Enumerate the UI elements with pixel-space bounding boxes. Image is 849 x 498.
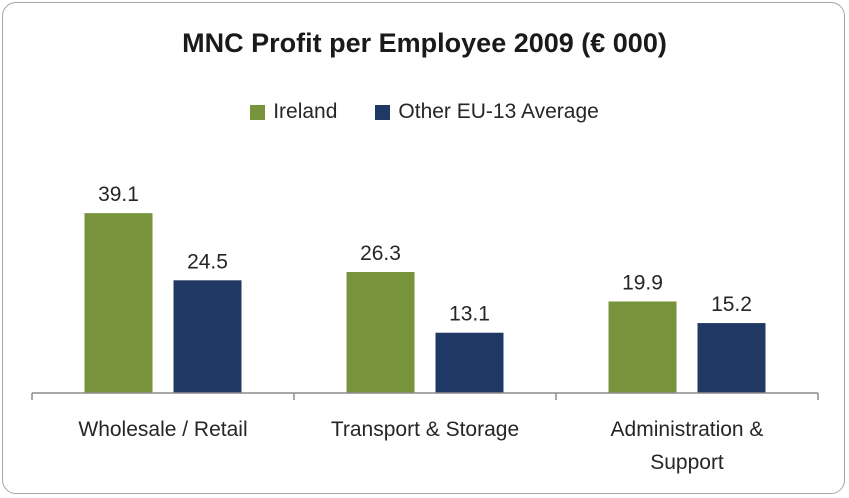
legend-item-other-eu: Other EU-13 Average [375,100,599,124]
bar-other-eu-0 [173,280,242,393]
bar-ireland-1 [346,272,415,393]
legend-label-other-eu: Other EU-13 Average [398,100,599,123]
bar-other-eu-1 [435,332,504,393]
data-label-ireland-2: 19.9 [622,271,663,294]
data-label-other-eu-0: 24.5 [187,250,228,273]
chart-title: MNC Profit per Employee 2009 (€ 000) [182,28,667,58]
bar-other-eu-2 [697,323,766,393]
legend-label-ireland: Ireland [273,100,338,123]
data-label-other-eu-2: 15.2 [711,293,752,316]
data-label-other-eu-1: 13.1 [449,303,490,326]
bar-ireland-2 [608,301,677,393]
legend-swatch-other-eu [375,104,391,120]
legend-item-ireland: Ireland [250,100,337,124]
legend-swatch-ireland [250,104,266,120]
x-tick-label-2-0: Administration & [611,418,764,441]
x-tick-label-1-0: Transport & Storage [331,418,519,441]
x-tick-label-2-1: Support [650,451,724,474]
data-label-ireland-0: 39.1 [98,183,139,206]
data-label-ireland-1: 26.3 [360,242,401,265]
bar-ireland-0 [84,213,153,393]
x-tick-label-0-0: Wholesale / Retail [78,418,247,441]
legend: Ireland Other EU-13 Average [0,100,849,124]
